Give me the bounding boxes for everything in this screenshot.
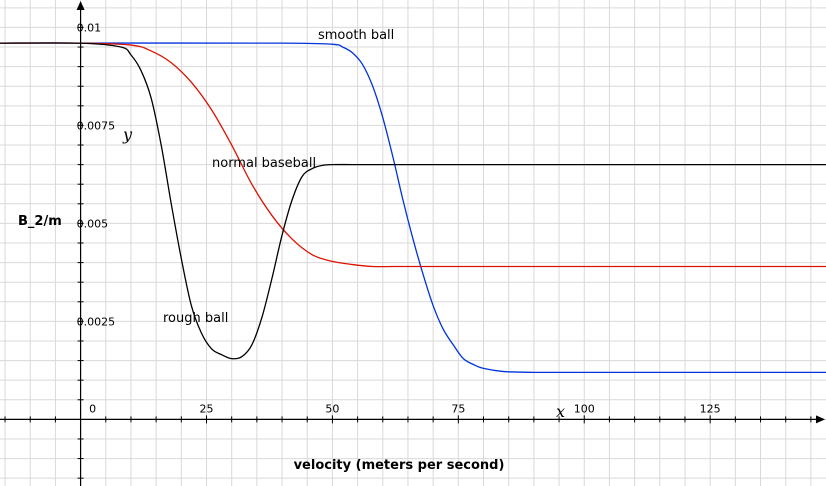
y-axis-letter: y xyxy=(122,125,133,144)
y-tick-label: 0.01 xyxy=(77,21,102,34)
x-tick-label: 125 xyxy=(700,402,721,415)
y-axis-arrow xyxy=(76,1,85,10)
series-label-rough-ball: rough ball xyxy=(163,311,228,326)
series-layer xyxy=(0,42,826,374)
x-tick-label: 100 xyxy=(574,402,595,415)
y-tick-label: 0.005 xyxy=(77,217,109,230)
x-axis-title: velocity (meters per second) xyxy=(294,458,505,473)
series-line-smooth-ball xyxy=(0,42,826,374)
series-line-normal-baseball xyxy=(0,42,826,268)
y-tick-label: 0.0075 xyxy=(77,119,116,132)
x-tick-label: 0 xyxy=(89,402,96,415)
x-tick-label: 75 xyxy=(451,402,465,415)
x-tick-label: 50 xyxy=(325,402,339,415)
x-axis-arrow xyxy=(816,415,825,424)
series-line-rough-ball xyxy=(0,42,826,360)
y-tick-label: 0.0025 xyxy=(77,315,116,328)
y-axis-title: B_2/m xyxy=(18,214,62,229)
x-tick-label: 25 xyxy=(200,402,214,415)
series-label-normal-baseball: normal baseball xyxy=(212,156,316,171)
labels: smooth ball normal baseball rough ball y… xyxy=(18,28,565,473)
series-label-smooth-ball: smooth ball xyxy=(318,28,394,43)
x-axis-letter: x xyxy=(556,402,565,421)
